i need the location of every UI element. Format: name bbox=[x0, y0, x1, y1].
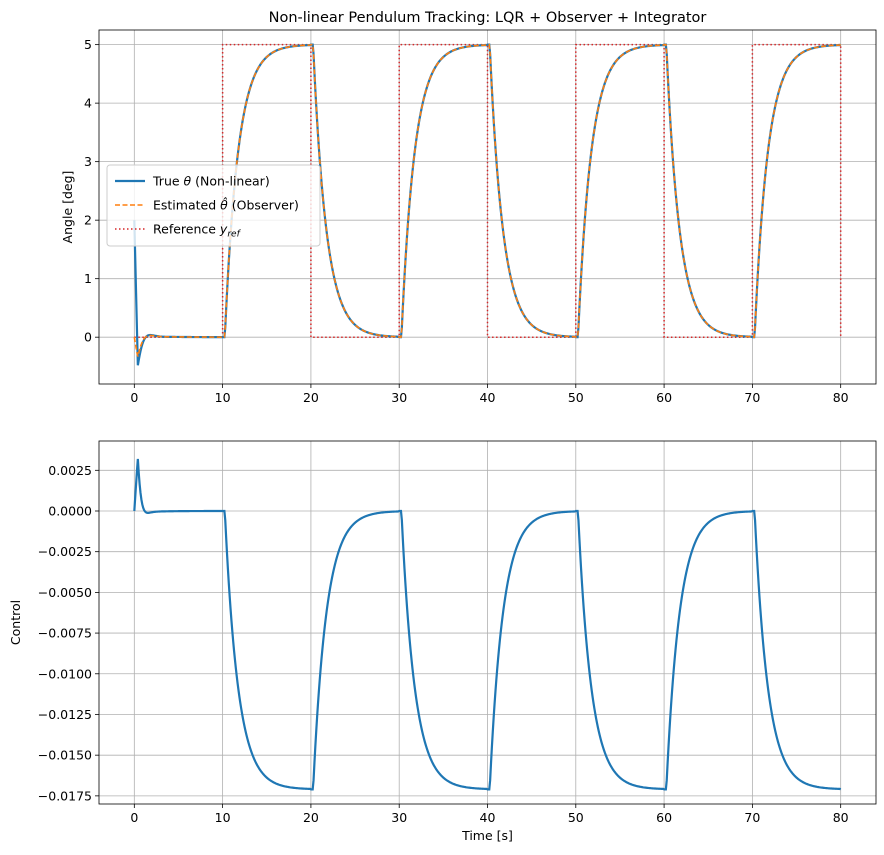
top-tick-label-x-8: 80 bbox=[833, 390, 849, 405]
legend-label-true-theta: True θ (Non-linear) bbox=[152, 174, 270, 189]
bot-tick-label-x-1: 10 bbox=[215, 810, 231, 825]
bot-tick-label-y-8: −0.0175 bbox=[38, 788, 92, 803]
legend-box bbox=[106, 164, 321, 247]
top-chart-title: Non-linear Pendulum Tracking: LQR + Obse… bbox=[269, 10, 707, 26]
bot-tick-label-x-2: 20 bbox=[303, 810, 319, 825]
bot-tick-label-y-6: −0.0125 bbox=[38, 707, 92, 722]
legend-entry-true-theta: True θ (Non-linear) bbox=[115, 174, 270, 189]
top-tick-label-x-6: 60 bbox=[656, 390, 672, 405]
top-tick-label-x-7: 70 bbox=[744, 390, 760, 405]
top-y-axis-label: Angle [deg] bbox=[60, 171, 75, 244]
legend-label-reference: Reference yref bbox=[153, 222, 242, 240]
bot-tick-label-x-8: 80 bbox=[833, 810, 849, 825]
bottom-ticks: 0 10 20 30 40 50 60 70 80 0.0025 0.0000 −0.0025 −0.0… bbox=[38, 463, 849, 825]
series-estimated-theta-line bbox=[133, 43, 842, 357]
bot-tick-label-y-0: 0.0025 bbox=[48, 463, 92, 478]
bot-tick-label-x-7: 70 bbox=[744, 810, 760, 825]
top-tick-label-x-2: 20 bbox=[303, 390, 319, 405]
bot-tick-label-x-4: 40 bbox=[480, 810, 496, 825]
bot-tick-label-x-6: 60 bbox=[656, 810, 672, 825]
top-tick-label-x-1: 10 bbox=[215, 390, 231, 405]
bot-tick-label-x-0: 0 bbox=[130, 810, 138, 825]
bottom-grid bbox=[99, 441, 876, 804]
top-tick-label-y-3: 3 bbox=[84, 154, 92, 169]
top-tick-label-y-1: 1 bbox=[84, 271, 92, 286]
bottom-y-axis-label: Control bbox=[8, 600, 23, 645]
top-tick-label-x-5: 50 bbox=[568, 390, 584, 405]
top-tick-label-y-2: 2 bbox=[84, 213, 92, 228]
bot-tick-label-y-3: −0.0050 bbox=[38, 585, 92, 600]
top-plot: 0 10 20 30 40 50 60 70 80 0 1 2 3 4 5 Non-linear Pendu… bbox=[60, 10, 877, 405]
bot-tick-label-x-3: 30 bbox=[391, 810, 407, 825]
top-ticks: 0 10 20 30 40 50 60 70 80 0 1 2 3 4 5 bbox=[84, 37, 849, 405]
top-tick-label-x-0: 0 bbox=[130, 390, 138, 405]
bot-tick-label-y-4: −0.0075 bbox=[38, 626, 92, 641]
legend-label-estimated-theta: Estimated θ̂ (Observer) bbox=[153, 196, 299, 212]
bot-tick-label-y-2: −0.0025 bbox=[38, 544, 92, 559]
legend-entry-estimated-theta: Estimated θ̂ (Observer) bbox=[115, 196, 299, 213]
bot-tick-label-x-5: 50 bbox=[568, 810, 584, 825]
bottom-lines bbox=[133, 458, 842, 791]
legend: True θ (Non-linear) Estimated θ̂ (Observ… bbox=[106, 164, 321, 247]
legend-entry-reference: Reference yref bbox=[115, 222, 242, 240]
series-control-line bbox=[133, 458, 842, 791]
bot-tick-label-y-7: −0.0150 bbox=[38, 748, 92, 763]
bottom-plot: 0 10 20 30 40 50 60 70 80 0.0025 0.0000 −0.0025 −0.0… bbox=[8, 440, 877, 843]
bot-tick-label-y-5: −0.0100 bbox=[38, 666, 92, 681]
top-tick-label-x-4: 40 bbox=[480, 390, 496, 405]
top-tick-label-y-5: 5 bbox=[84, 37, 92, 52]
top-tick-label-y-4: 4 bbox=[84, 96, 92, 111]
top-lines bbox=[133, 43, 842, 366]
bottom-x-axis-label: Time [s] bbox=[461, 828, 513, 843]
top-tick-label-x-3: 30 bbox=[391, 390, 407, 405]
top-tick-label-y-0: 0 bbox=[84, 330, 92, 345]
bot-tick-label-y-1: 0.0000 bbox=[48, 503, 92, 518]
